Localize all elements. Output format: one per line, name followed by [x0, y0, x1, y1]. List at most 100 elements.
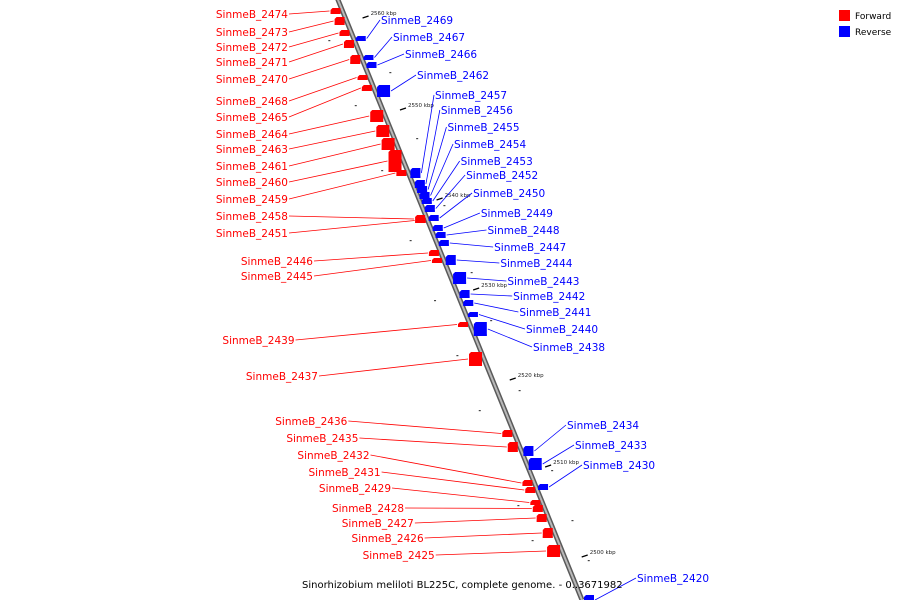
reverse-gene-2[interactable]: [366, 62, 377, 68]
forward-gene-22[interactable]: [530, 500, 541, 505]
forward-gene-0[interactable]: [330, 8, 341, 14]
reverse-gene-label-sinmeb-2462[interactable]: SinmeB_2462: [417, 70, 489, 82]
forward-gene-6[interactable]: [361, 85, 372, 91]
forward-gene-1[interactable]: [334, 17, 345, 25]
forward-gene-label-sinmeb-2445[interactable]: SinmeB_2445: [241, 271, 313, 283]
reverse-gene-label-sinmeb-2454[interactable]: SinmeB_2454: [454, 139, 526, 151]
forward-gene-label-sinmeb-2451[interactable]: SinmeB_2451: [216, 228, 288, 240]
forward-gene-label-sinmeb-2439[interactable]: SinmeB_2439: [222, 335, 294, 347]
reverse-gene-label-sinmeb-2450[interactable]: SinmeB_2450: [473, 188, 545, 200]
forward-gene-label-sinmeb-2473[interactable]: SinmeB_2473: [216, 27, 288, 39]
forward-gene-label-sinmeb-2458[interactable]: SinmeB_2458: [216, 211, 288, 223]
reverse-gene-17[interactable]: [463, 300, 474, 306]
reverse-gene-1[interactable]: [363, 55, 374, 60]
forward-gene-label-sinmeb-2435[interactable]: SinmeB_2435: [286, 433, 358, 445]
forward-gene-11[interactable]: [396, 170, 407, 176]
reverse-gene-label-sinmeb-2430[interactable]: SinmeB_2430: [583, 460, 655, 472]
forward-gene-label-sinmeb-2429[interactable]: SinmeB_2429: [319, 483, 391, 495]
reverse-gene-4[interactable]: [410, 168, 421, 178]
reverse-gene-21[interactable]: [528, 458, 542, 470]
reverse-gene-7[interactable]: [419, 192, 430, 199]
forward-gene-3[interactable]: [343, 40, 354, 48]
reverse-gene-label-sinmeb-2456[interactable]: SinmeB_2456: [441, 105, 513, 117]
forward-gene-label-sinmeb-2425[interactable]: SinmeB_2425: [363, 550, 435, 562]
forward-gene-label-sinmeb-2446[interactable]: SinmeB_2446: [241, 256, 313, 268]
reverse-gene-13[interactable]: [438, 240, 449, 246]
forward-gene-label-sinmeb-2432[interactable]: SinmeB_2432: [297, 450, 369, 462]
forward-gene-label-sinmeb-2428[interactable]: SinmeB_2428: [332, 503, 404, 515]
forward-gene-18[interactable]: [502, 430, 513, 437]
reverse-gene-label-sinmeb-2434[interactable]: SinmeB_2434: [567, 420, 639, 432]
forward-gene-19[interactable]: [507, 442, 518, 452]
reverse-gene-label-sinmeb-2448[interactable]: SinmeB_2448: [488, 225, 560, 237]
reverse-gene-label-sinmeb-2457[interactable]: SinmeB_2457: [435, 90, 507, 102]
reverse-gene-label-sinmeb-2449[interactable]: SinmeB_2449: [481, 208, 553, 220]
reverse-gene-9[interactable]: [424, 205, 435, 212]
forward-gene-label-sinmeb-2468[interactable]: SinmeB_2468: [216, 96, 288, 108]
forward-gene-14[interactable]: [428, 250, 439, 256]
reverse-gene-19[interactable]: [473, 322, 487, 336]
forward-gene-label-sinmeb-2437[interactable]: SinmeB_2437: [246, 371, 318, 383]
reverse-gene-label-sinmeb-2466[interactable]: SinmeB_2466: [405, 49, 477, 61]
forward-gene-label-sinmeb-2461[interactable]: SinmeB_2461: [216, 161, 288, 173]
reverse-gene-label-sinmeb-2453[interactable]: SinmeB_2453: [461, 156, 533, 168]
reverse-gene-label-sinmeb-2455[interactable]: SinmeB_2455: [447, 122, 519, 134]
forward-gene-label-sinmeb-2460[interactable]: SinmeB_2460: [216, 177, 288, 189]
reverse-gene-11[interactable]: [432, 225, 443, 231]
forward-gene-10[interactable]: [388, 150, 402, 172]
forward-gene-4[interactable]: [350, 55, 361, 64]
forward-gene-label-sinmeb-2431[interactable]: SinmeB_2431: [308, 467, 380, 479]
reverse-gene-label-sinmeb-2447[interactable]: SinmeB_2447: [494, 242, 566, 254]
forward-gene-label-sinmeb-2459[interactable]: SinmeB_2459: [216, 194, 288, 206]
forward-gene-9[interactable]: [381, 138, 395, 150]
forward-gene-23[interactable]: [532, 505, 543, 512]
reverse-gene-16[interactable]: [459, 290, 470, 298]
reverse-gene-22[interactable]: [538, 484, 549, 490]
reverse-gene-label-sinmeb-2443[interactable]: SinmeB_2443: [507, 276, 579, 288]
reverse-gene-label-sinmeb-2442[interactable]: SinmeB_2442: [513, 291, 585, 303]
reverse-gene-label-sinmeb-2440[interactable]: SinmeB_2440: [526, 324, 598, 336]
forward-gene-label-sinmeb-2470[interactable]: SinmeB_2470: [216, 74, 288, 86]
forward-gene-2[interactable]: [339, 30, 350, 36]
forward-gene-17[interactable]: [469, 352, 483, 366]
reverse-gene-15[interactable]: [453, 272, 467, 284]
forward-gene-label-sinmeb-2436[interactable]: SinmeB_2436: [275, 416, 347, 428]
reverse-gene-3[interactable]: [377, 85, 391, 97]
reverse-gene-label-sinmeb-2420[interactable]: SinmeB_2420: [637, 573, 709, 585]
forward-gene-label-sinmeb-2464[interactable]: SinmeB_2464: [216, 129, 288, 141]
forward-gene-7[interactable]: [370, 110, 384, 122]
reverse-gene-label-sinmeb-2444[interactable]: SinmeB_2444: [500, 258, 572, 270]
reverse-gene-0[interactable]: [355, 36, 366, 41]
forward-gene-15[interactable]: [431, 258, 442, 263]
forward-gene-21[interactable]: [525, 487, 536, 493]
forward-gene-label-sinmeb-2474[interactable]: SinmeB_2474: [216, 9, 288, 21]
reverse-gene-8[interactable]: [421, 198, 432, 204]
reverse-gene-label-sinmeb-2469[interactable]: SinmeB_2469: [381, 15, 453, 27]
reverse-gene-label-sinmeb-2438[interactable]: SinmeB_2438: [533, 342, 605, 354]
reverse-gene-18[interactable]: [467, 312, 478, 317]
reverse-gene-20[interactable]: [523, 446, 534, 456]
reverse-gene-10[interactable]: [428, 215, 439, 221]
forward-gene-label-sinmeb-2472[interactable]: SinmeB_2472: [216, 42, 288, 54]
reverse-gene-23[interactable]: [584, 595, 594, 600]
forward-gene-8[interactable]: [376, 125, 390, 137]
forward-gene-5[interactable]: [357, 75, 368, 80]
reverse-gene-label-sinmeb-2467[interactable]: SinmeB_2467: [393, 32, 465, 44]
forward-gene-13[interactable]: [415, 218, 426, 223]
forward-gene-26[interactable]: [547, 545, 561, 557]
reverse-gene-label-sinmeb-2433[interactable]: SinmeB_2433: [575, 440, 647, 452]
forward-gene-25[interactable]: [542, 528, 553, 538]
reverse-gene-label-sinmeb-2441[interactable]: SinmeB_2441: [519, 307, 591, 319]
reverse-gene-label-sinmeb-2452[interactable]: SinmeB_2452: [466, 170, 538, 182]
forward-gene-label-sinmeb-2427[interactable]: SinmeB_2427: [342, 518, 414, 530]
forward-gene-16[interactable]: [457, 322, 468, 327]
forward-gene-label-sinmeb-2426[interactable]: SinmeB_2426: [352, 533, 424, 545]
forward-gene-label-sinmeb-2463[interactable]: SinmeB_2463: [216, 144, 288, 156]
forward-gene-label-sinmeb-2471[interactable]: SinmeB_2471: [216, 57, 288, 69]
reverse-gene-14[interactable]: [445, 255, 456, 265]
reverse-gene-12[interactable]: [435, 232, 446, 238]
forward-gene-label-sinmeb-2465[interactable]: SinmeB_2465: [216, 112, 288, 124]
forward-gene-24[interactable]: [536, 514, 547, 522]
reverse-gene-6[interactable]: [417, 186, 428, 193]
forward-gene-20[interactable]: [522, 480, 533, 486]
